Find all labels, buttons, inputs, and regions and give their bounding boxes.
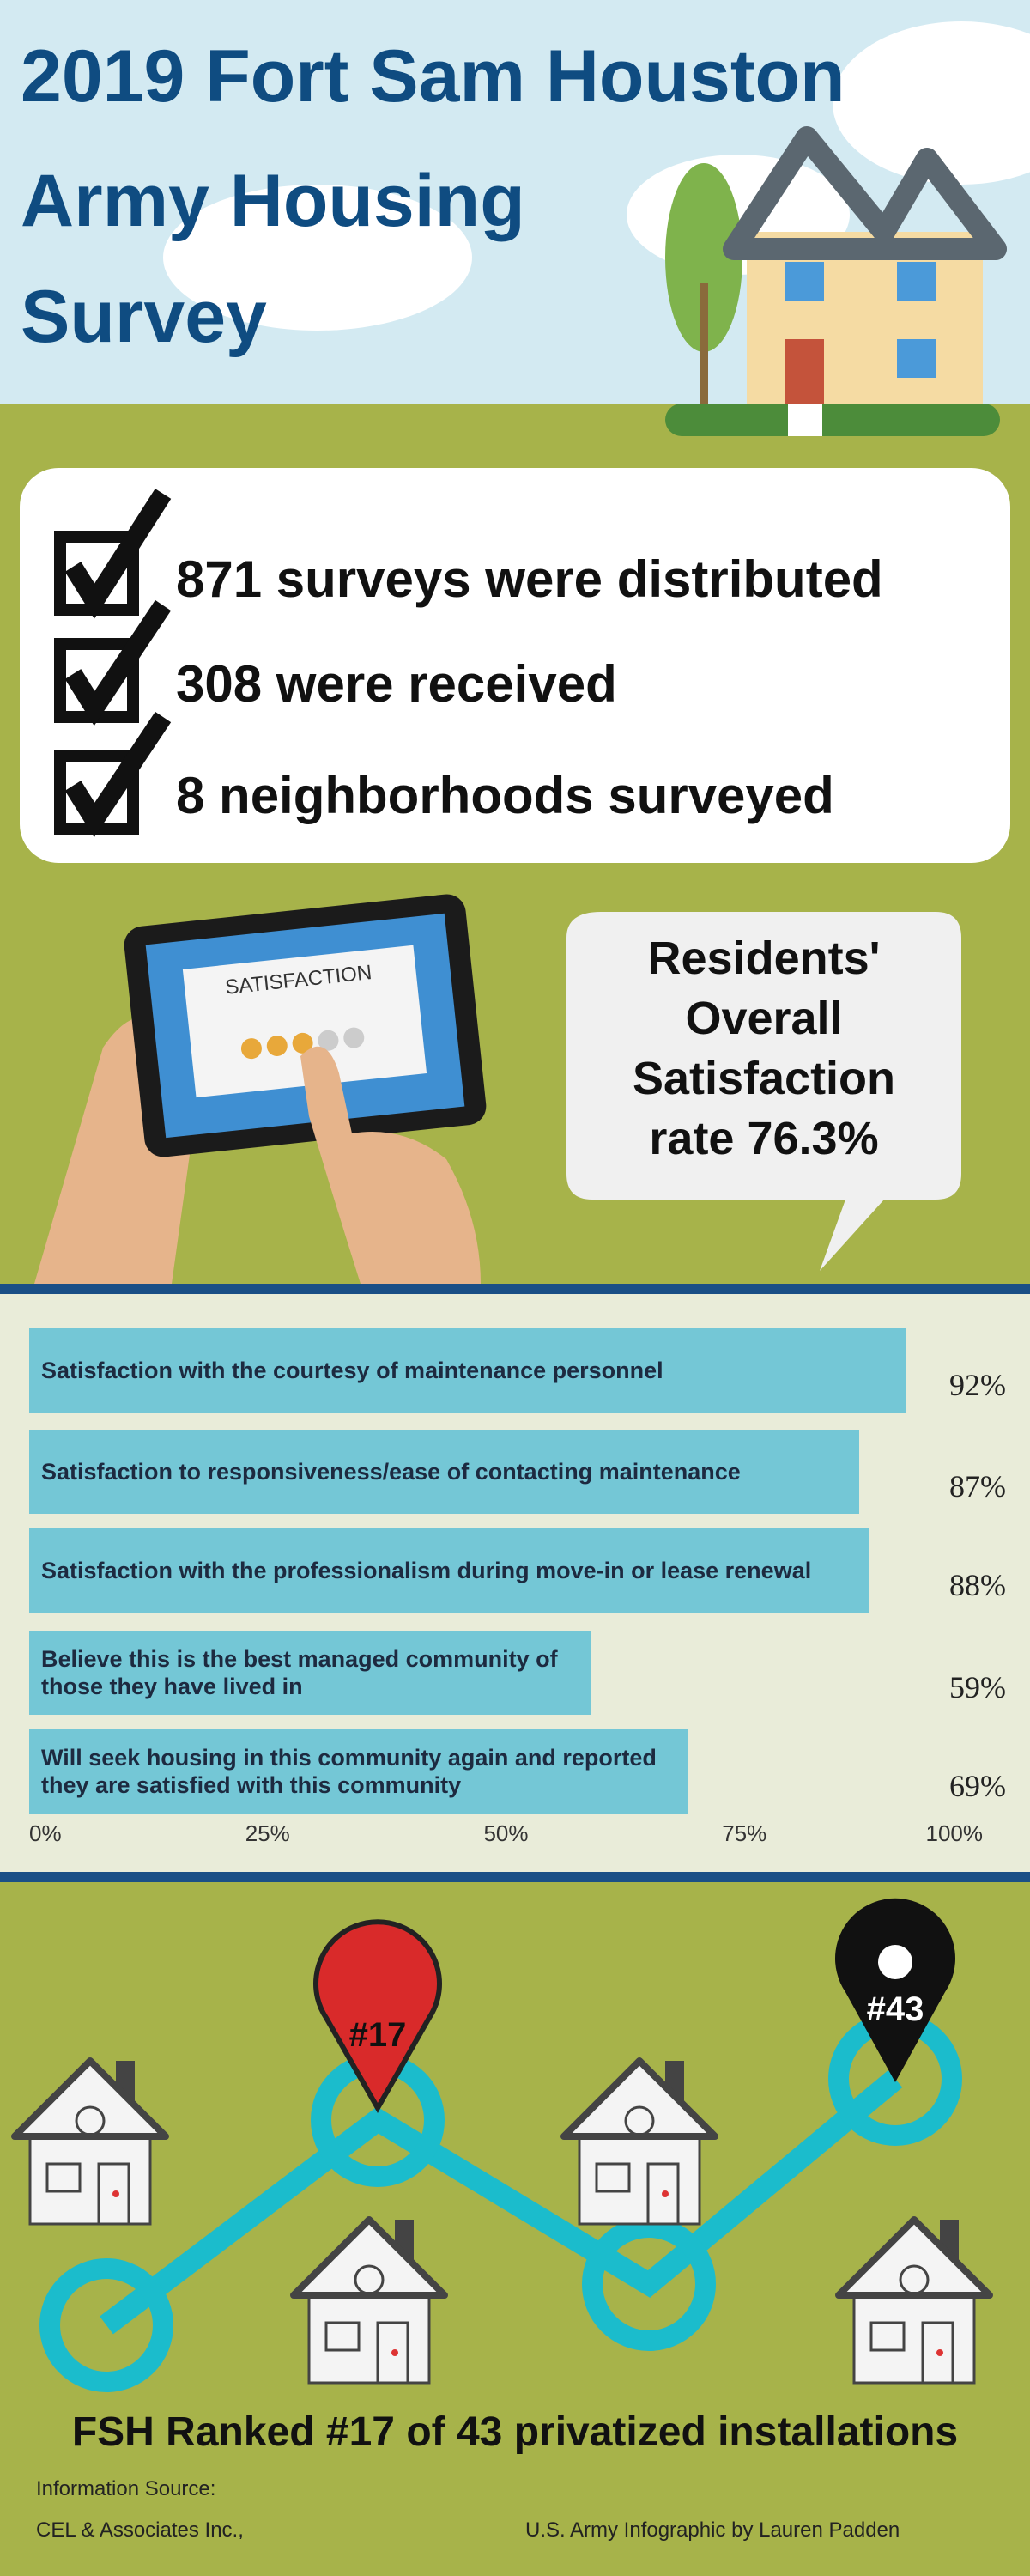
x-tick-label: 0% <box>29 1820 62 1846</box>
house-part <box>899 2264 930 2295</box>
house-part <box>936 2349 943 2356</box>
title-line: Army Housing <box>21 160 525 242</box>
house-part <box>307 2287 431 2385</box>
house-part <box>376 2321 409 2385</box>
stats-box <box>20 468 1010 863</box>
value-label: 69% <box>949 1769 1006 1803</box>
house-roof <box>723 126 1007 260</box>
source: Information Source: <box>36 2477 216 2500</box>
bar-label: Satisfaction with the courtesy of mainte… <box>41 1358 663 1383</box>
tree <box>665 163 742 352</box>
stat: 871 surveys were distributed <box>176 550 883 608</box>
house-part <box>97 2162 130 2226</box>
lawn <box>665 404 1000 436</box>
house-part <box>28 2128 152 2226</box>
house-part <box>112 2190 119 2197</box>
house-part <box>75 2105 106 2136</box>
bar <box>29 1631 592 1715</box>
callout-line: rate 76.3% <box>649 1113 879 1164</box>
value-label: 87% <box>949 1469 1006 1504</box>
x-tick-label: 75% <box>722 1820 767 1846</box>
credit: U.S. Army Infographic by Lauren Padden <box>525 2518 900 2542</box>
bar <box>29 1729 688 1814</box>
checkmark <box>64 489 172 619</box>
bar <box>29 1328 907 1413</box>
house-part <box>290 2216 448 2299</box>
house-part <box>578 2128 701 2226</box>
callout-line: Residents' <box>647 933 881 984</box>
checkmark <box>64 599 172 726</box>
window <box>897 262 936 301</box>
headline: FSH Ranked #17 of 43 privatized installa… <box>71 2409 959 2455</box>
pin-label: #43 <box>866 1990 924 2028</box>
screen-card <box>182 945 427 1098</box>
x-tick-label: 50% <box>483 1820 529 1846</box>
title-line: 2019 Fort Sam Houston <box>21 35 845 118</box>
stat: 308 were received <box>176 655 617 713</box>
stars <box>240 1027 365 1060</box>
callout-bubble <box>566 912 961 1271</box>
house-part <box>560 2057 718 2140</box>
house-part <box>624 2105 655 2136</box>
callout-line: Overall <box>685 993 843 1044</box>
x-tick-label: 25% <box>245 1820 290 1846</box>
bar-label: Satisfaction with the professionalism du… <box>41 1558 812 1583</box>
cloud <box>833 21 1030 185</box>
house-part <box>391 2349 398 2356</box>
checkmark <box>64 711 172 838</box>
house-part <box>662 2190 669 2197</box>
divider <box>0 1284 1030 1294</box>
house-part <box>354 2264 385 2295</box>
pin-dot <box>878 1945 912 1979</box>
hand <box>300 1046 481 1284</box>
value-label: 59% <box>949 1670 1006 1704</box>
callout-line: Satisfaction <box>632 1053 896 1104</box>
house-part <box>921 2321 954 2385</box>
bar <box>29 1528 869 1613</box>
source: CEL & Associates Inc., <box>36 2518 244 2542</box>
house-part <box>835 2216 993 2299</box>
value-label: 88% <box>949 1568 1006 1602</box>
house-part <box>324 2321 360 2352</box>
tree-trunk <box>700 283 708 404</box>
house-part <box>646 2162 680 2226</box>
house-part <box>595 2162 631 2193</box>
house-part <box>11 2057 169 2140</box>
window <box>897 339 936 378</box>
window <box>785 262 824 301</box>
title-line: Survey <box>21 276 267 358</box>
bar-label: Satisfaction to responsiveness/ease of c… <box>41 1459 741 1485</box>
rank-path <box>100 2070 903 2335</box>
value-label: 92% <box>949 1368 1006 1402</box>
stat: 8 neighborhoods surveyed <box>176 767 834 824</box>
tablet <box>124 894 487 1157</box>
checkboxes <box>54 489 172 838</box>
house-part <box>45 2162 82 2193</box>
houses <box>11 2057 993 2385</box>
cloud <box>163 185 472 331</box>
divider <box>0 1872 1030 1882</box>
pin <box>313 1919 442 2114</box>
house-part <box>869 2321 906 2352</box>
pin <box>835 1898 955 2082</box>
path <box>788 404 822 436</box>
door <box>785 339 824 404</box>
bar-label: Will seek housing in this community agai… <box>41 1745 657 1798</box>
bar <box>29 1430 859 1514</box>
pin-label: #17 <box>348 2016 407 2054</box>
bar-label: Believe this is the best managed communi… <box>41 1646 558 1699</box>
x-tick-label: 100% <box>925 1820 984 1846</box>
